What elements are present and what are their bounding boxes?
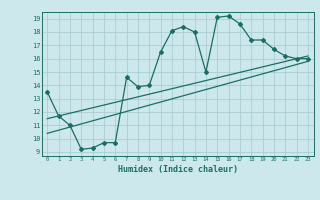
X-axis label: Humidex (Indice chaleur): Humidex (Indice chaleur) — [118, 165, 237, 174]
